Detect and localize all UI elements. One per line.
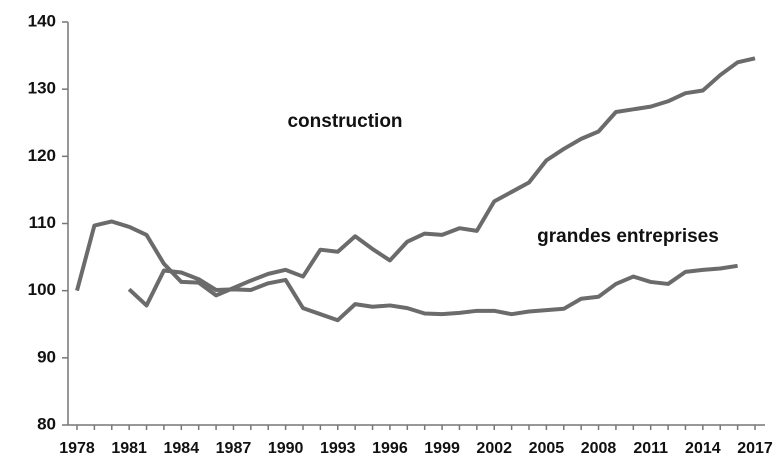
- y-tick-label: 140: [28, 11, 56, 30]
- series-label: grandes entreprises: [537, 226, 719, 247]
- x-tick-label: 2014: [685, 440, 721, 457]
- x-tick-label: 1993: [320, 440, 356, 457]
- y-tick-label: 120: [28, 146, 56, 165]
- x-tick-label: 2002: [476, 440, 512, 457]
- x-tick-label: 1981: [111, 440, 147, 457]
- x-tick-label: 2008: [581, 440, 617, 457]
- series-label: construction: [287, 111, 402, 132]
- x-tick-label: 1987: [216, 440, 252, 457]
- y-tick-label: 130: [28, 79, 56, 98]
- line-series: [75, 56, 756, 298]
- x-tick-label: 2017: [737, 440, 773, 457]
- x-tick-label: 1978: [59, 440, 95, 457]
- x-tick-label: 2011: [633, 440, 668, 457]
- line-series: [127, 263, 738, 323]
- y-tick-label: 100: [28, 280, 56, 299]
- x-tick-label: 2005: [529, 440, 565, 457]
- y-tick-label: 90: [37, 347, 56, 366]
- x-tick-label: 1990: [268, 440, 304, 457]
- x-tick-label: 1996: [372, 440, 408, 457]
- y-tick-label: 110: [29, 213, 56, 232]
- x-tick-label: 1984: [164, 440, 200, 457]
- x-tick-label: 1999: [424, 440, 460, 457]
- y-tick-label: 80: [37, 414, 56, 433]
